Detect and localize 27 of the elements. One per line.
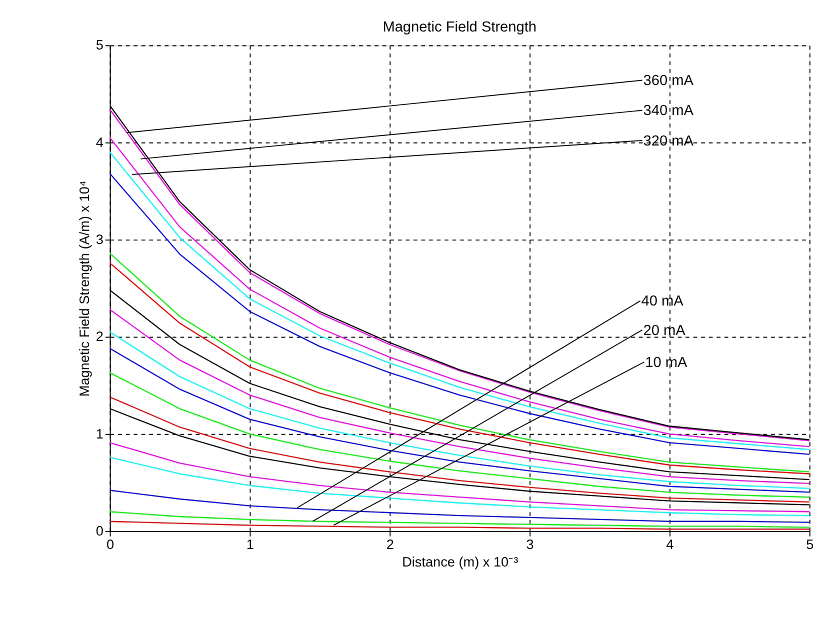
y-tick-label: 4 (96, 134, 104, 150)
x-tick-label: 0 (106, 537, 115, 552)
y-tick-label: 0 (96, 523, 104, 538)
x-tick-label: 3 (526, 537, 534, 552)
annotation: 360 mA (643, 73, 694, 90)
line-series (110, 372, 810, 498)
x-axis-title: Distance (m) x 10⁻³ (402, 554, 519, 570)
x-tick-label: 4 (666, 537, 674, 552)
chart-title: Magnetic Field Strength (382, 20, 536, 36)
line-series (110, 456, 810, 516)
x-tick-label: 2 (386, 537, 394, 552)
y-tick-label: 2 (96, 329, 104, 344)
annotation: 320 mA (643, 133, 694, 150)
annotation: 10 mA (645, 354, 688, 371)
line-series (110, 442, 810, 512)
line-series (110, 511, 810, 528)
line-series (110, 520, 810, 530)
annotation: 340 mA (643, 103, 694, 120)
x-tick-label: 5 (806, 537, 814, 552)
y-tick-label: 5 (96, 38, 104, 53)
y-tick-label: 1 (96, 426, 104, 442)
annotation: 40 mA (641, 294, 684, 310)
y-axis-title: Magnetic Field Strength (A/m) x 10⁴ (77, 180, 92, 397)
x-tick-label: 1 (246, 537, 254, 552)
annotation: 20 mA (643, 322, 686, 339)
y-tick-label: 3 (96, 232, 104, 247)
line-series (110, 490, 810, 523)
